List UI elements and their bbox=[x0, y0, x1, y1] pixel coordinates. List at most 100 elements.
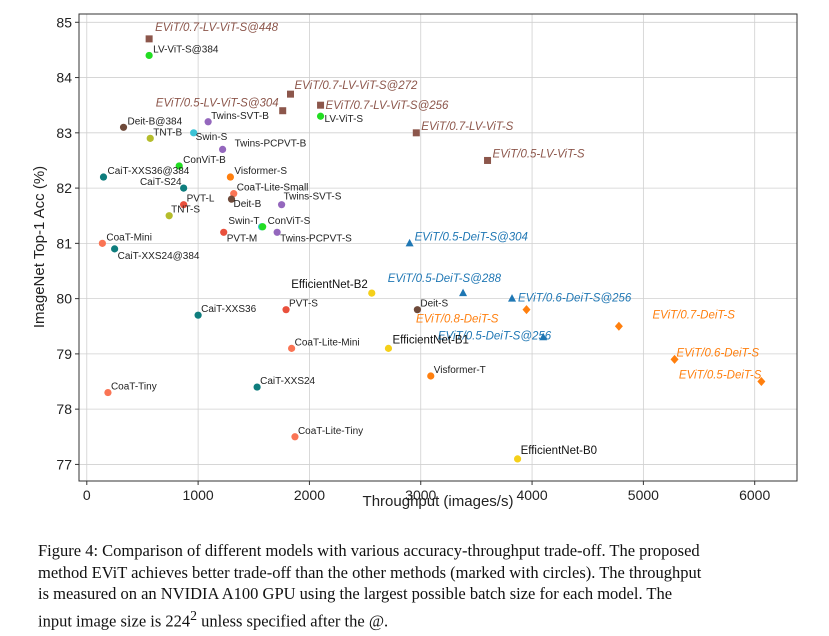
label-coat-mini: CoaT-Mini bbox=[106, 232, 152, 243]
point-deit-b bbox=[227, 195, 236, 203]
y-tick-label: 79 bbox=[56, 346, 72, 362]
label-tnt-b: TNT-B bbox=[153, 127, 182, 138]
point-twins-pcpvt-s bbox=[273, 228, 281, 236]
caption-line: input image size is 2242 unless specifie… bbox=[38, 605, 800, 632]
label-lv-vit-s: LV-ViT-S bbox=[325, 114, 364, 125]
point-twins-svt-s bbox=[277, 201, 286, 209]
point-cait-xxs24-384 bbox=[111, 245, 119, 253]
label-cait-xxs36-384: CaiT-XXS36@384 bbox=[107, 166, 189, 177]
x-tick-label: 1000 bbox=[183, 487, 214, 503]
y-tick-label: 82 bbox=[56, 180, 72, 196]
point-evit-0-7-deit-s bbox=[614, 321, 623, 331]
label-twins-svt-s: Twins-SVT-S bbox=[284, 192, 342, 203]
point-evit-0-7-lv-vit-s-256 bbox=[317, 101, 325, 109]
figure-caption: Figure 4: Comparison of different models… bbox=[38, 540, 800, 632]
label-pvt-s: PVT-S bbox=[289, 299, 318, 310]
label-evit-0-5-deit-s-288: EViT/0.5-DeiT-S@288 bbox=[388, 273, 502, 285]
label-cait-xxs36: CaiT-XXS36 bbox=[201, 304, 256, 315]
x-tick-label: 6000 bbox=[739, 487, 770, 503]
label-coat-tiny: CoaT-Tiny bbox=[111, 382, 157, 393]
point-evit-0-5-deit-s-256 bbox=[539, 332, 548, 341]
caption-text: input image size is 224 bbox=[38, 611, 191, 630]
caption-line: method EViT achieves better trade-off th… bbox=[38, 562, 702, 582]
label-evit-0-5-deit-s: EViT/0.5-DeiT-S bbox=[679, 370, 762, 382]
label-deit-b: Deit-B bbox=[234, 199, 262, 210]
y-axis-ticks: 77 78 79 80 81 82 83 84 85 bbox=[56, 14, 79, 472]
point-evit-0-5-deit-s-304 bbox=[405, 238, 414, 247]
point-evit-0-5-lv-vit-s bbox=[484, 156, 492, 164]
y-axis-title: ImageNet Top-1 Acc (%) bbox=[31, 166, 48, 328]
point-evit-0-5-lv-vit-s-304 bbox=[279, 107, 287, 115]
point-cait-s24 bbox=[180, 184, 188, 192]
label-twins-pcpvt-s: Twins-PCPVT-S bbox=[280, 233, 352, 244]
label-swin-t: Swin-T bbox=[228, 216, 259, 227]
label-efficientnet-b2: EfficientNet-B2 bbox=[291, 279, 368, 291]
label-coat-lite-tiny: CoaT-Lite-Tiny bbox=[298, 426, 363, 437]
label-pvt-l: PVT-L bbox=[187, 194, 215, 205]
label-evit-0-5-deit-s-304: EViT/0.5-DeiT-S@304 bbox=[415, 231, 528, 243]
point-evit-0-7-lv-vit-s bbox=[412, 129, 420, 137]
x-tick-label: 0 bbox=[83, 487, 91, 503]
point-pvt-m bbox=[220, 228, 228, 236]
label-convit-s: ConViT-S bbox=[268, 216, 311, 227]
y-tick-label: 80 bbox=[56, 291, 72, 307]
x-axis-ticks: 0 1000 2000 3000 4000 5000 6000 bbox=[83, 481, 770, 503]
label-evit-0-5-deit-s-256: EViT/0.5-DeiT-S@256 bbox=[438, 330, 552, 342]
point-labels: EViT/0.7-LV-ViT-S@448 EViT/0.7-LV-ViT-S@2… bbox=[106, 22, 761, 457]
label-evit-0-5-lv-vit-s-304: EViT/0.5-LV-ViT-S@304 bbox=[156, 98, 279, 110]
point-twins-pcpvt-b bbox=[219, 145, 227, 154]
label-twins-pcpvt-b: Twins-PCPVT-B bbox=[235, 138, 307, 149]
point-evit-0-6-deit-s-256 bbox=[508, 294, 517, 302]
label-lv-vit-s-384: LV-ViT-S@384 bbox=[153, 44, 219, 55]
data-points bbox=[98, 35, 766, 463]
point-evit-0-5-deit-s bbox=[757, 377, 766, 387]
point-coat-mini bbox=[98, 239, 106, 247]
point-lv-vit-s bbox=[316, 112, 325, 120]
point-cait-xxs36 bbox=[194, 311, 202, 319]
x-tick-label: 3000 bbox=[405, 487, 436, 503]
point-deit-b-384 bbox=[119, 123, 128, 131]
label-evit-0-7-deit-s: EViT/0.7-DeiT-S bbox=[652, 309, 735, 321]
y-tick-label: 77 bbox=[56, 456, 72, 472]
y-tick-label: 84 bbox=[56, 70, 72, 86]
grid-lines bbox=[79, 14, 797, 481]
y-tick-label: 78 bbox=[56, 401, 72, 417]
point-twins-svt-b bbox=[204, 118, 212, 126]
label-visformer-s: Visformer-S bbox=[234, 166, 287, 177]
label-evit-0-7-lv-vit-s: EViT/0.7-LV-ViT-S bbox=[421, 121, 513, 133]
plot-area bbox=[79, 14, 797, 481]
label-evit-0-6-deit-s-256: EViT/0.6-DeiT-S@256 bbox=[518, 293, 632, 305]
label-tnt-s: TNT-S bbox=[171, 205, 200, 216]
label-twins-svt-b: Twins-SVT-B bbox=[211, 111, 269, 122]
label-cait-s24: CaiT-S24 bbox=[140, 177, 182, 188]
label-evit-0-6-deit-s: EViT/0.6-DeiT-S bbox=[677, 347, 760, 359]
label-cait-xxs24: CaiT-XXS24 bbox=[260, 376, 315, 387]
label-efficientnet-b1: EfficientNet-B1 bbox=[392, 334, 469, 346]
caption-line: is measured on an NVIDIA A100 GPU using … bbox=[38, 584, 673, 603]
label-evit-0-8-deit-s: EViT/0.8-DeiT-S bbox=[416, 314, 499, 326]
point-cait-xxs24 bbox=[253, 383, 261, 391]
point-tnt-b bbox=[146, 134, 154, 142]
caption-text: unless specified after the @. bbox=[197, 611, 389, 630]
point-swin-s bbox=[190, 129, 198, 137]
label-coat-lite-mini: CoaT-Lite-Mini bbox=[295, 337, 360, 348]
point-coat-lite-small bbox=[230, 190, 238, 198]
point-visformer-t bbox=[427, 372, 435, 380]
x-tick-label: 4000 bbox=[516, 487, 547, 503]
label-evit-0-7-lv-vit-s-272: EViT/0.7-LV-ViT-S@272 bbox=[295, 80, 419, 92]
point-evit-0-7-lv-vit-s-448 bbox=[145, 35, 153, 43]
point-evit-0-8-deit-s bbox=[522, 305, 531, 315]
label-convit-b: ConViT-B bbox=[183, 155, 226, 166]
point-convit-s bbox=[259, 223, 267, 231]
scatter-chart: 0 1000 2000 3000 4000 5000 6000 77 78 79 80 81 82 83… bbox=[31, 13, 798, 510]
point-pvt-s bbox=[282, 306, 290, 314]
label-evit-0-5-lv-vit-s: EViT/0.5-LV-ViT-S bbox=[493, 148, 585, 160]
caption-superscript: 2 bbox=[190, 607, 198, 623]
label-cait-xxs24-384: CaiT-XXS24@384 bbox=[118, 251, 200, 262]
label-pvt-m: PVT-M bbox=[227, 233, 258, 244]
x-tick-label: 5000 bbox=[628, 487, 659, 503]
plot-frame bbox=[78, 13, 798, 482]
label-evit-0-7-lv-vit-s-448: EViT/0.7-LV-ViT-S@448 bbox=[155, 22, 279, 34]
x-tick-label: 2000 bbox=[294, 487, 325, 503]
point-convit-b bbox=[175, 162, 183, 170]
